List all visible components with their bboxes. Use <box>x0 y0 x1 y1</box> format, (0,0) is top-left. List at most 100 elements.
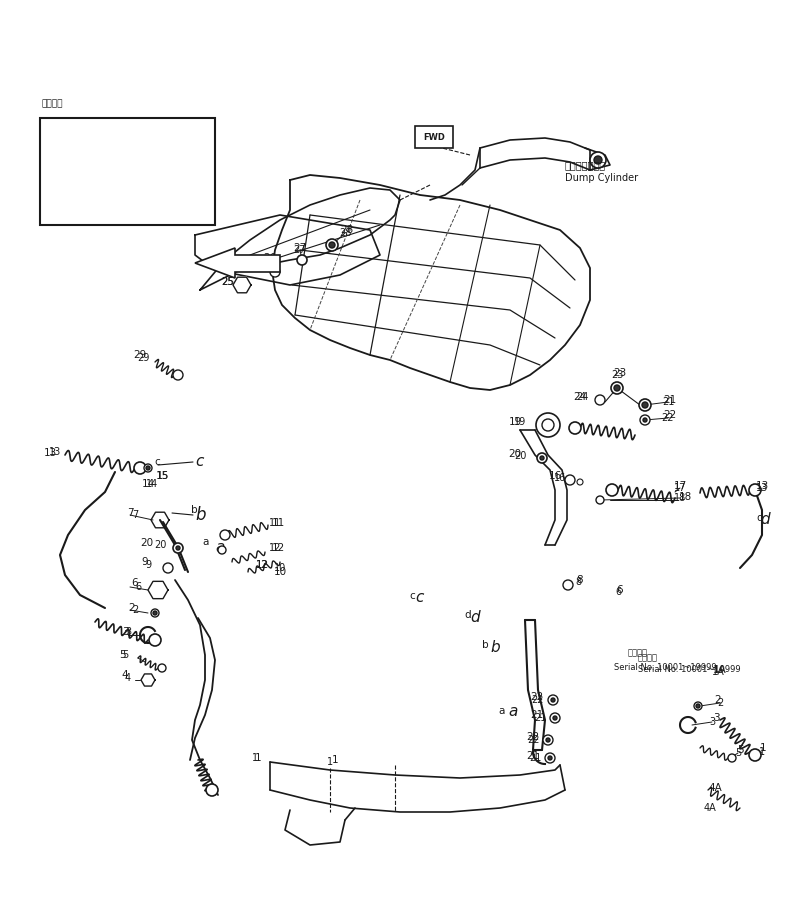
Text: c: c <box>415 590 423 606</box>
Text: 11: 11 <box>269 518 282 528</box>
Bar <box>415 126 453 148</box>
Text: 21: 21 <box>662 397 674 407</box>
Text: ダンプシリンダ: ダンプシリンダ <box>565 160 606 170</box>
Text: 1: 1 <box>252 753 258 763</box>
Circle shape <box>297 255 307 265</box>
Circle shape <box>87 180 103 196</box>
Circle shape <box>146 466 150 470</box>
Text: 1: 1 <box>331 755 339 765</box>
Circle shape <box>728 754 736 762</box>
Text: 18: 18 <box>678 492 691 502</box>
Text: 1: 1 <box>760 743 766 753</box>
Text: 8: 8 <box>577 575 584 585</box>
Circle shape <box>536 413 560 437</box>
Text: 10: 10 <box>274 563 286 573</box>
Circle shape <box>569 422 581 434</box>
Circle shape <box>270 267 280 277</box>
Text: 17: 17 <box>674 483 686 493</box>
Circle shape <box>614 385 620 391</box>
Text: b: b <box>490 641 500 655</box>
Circle shape <box>595 395 605 405</box>
Circle shape <box>643 418 647 422</box>
Bar <box>40 118 215 225</box>
Text: 20: 20 <box>508 449 522 459</box>
Text: 1A: 1A <box>711 667 724 677</box>
Text: a: a <box>499 706 505 716</box>
Text: 4A: 4A <box>708 783 722 793</box>
Text: 4A: 4A <box>703 803 716 813</box>
Circle shape <box>326 239 338 251</box>
Circle shape <box>163 563 173 573</box>
Circle shape <box>149 634 161 646</box>
Text: 13: 13 <box>44 448 56 458</box>
Circle shape <box>134 462 146 474</box>
Circle shape <box>548 695 558 705</box>
Text: 28: 28 <box>175 155 187 165</box>
Text: 25: 25 <box>46 205 58 215</box>
Text: 11: 11 <box>271 518 285 528</box>
Text: 18: 18 <box>674 493 686 503</box>
Circle shape <box>563 580 573 590</box>
Text: 5: 5 <box>122 650 128 660</box>
Text: 20: 20 <box>140 538 154 548</box>
Text: 15: 15 <box>157 471 169 481</box>
Polygon shape <box>141 674 155 686</box>
Circle shape <box>173 543 183 553</box>
Text: c: c <box>409 591 415 601</box>
Text: 9: 9 <box>142 557 148 567</box>
Text: 17: 17 <box>673 481 687 491</box>
Text: 適用番号: 適用番号 <box>42 99 63 108</box>
Text: 16: 16 <box>549 471 561 481</box>
Text: 5: 5 <box>737 745 743 755</box>
Text: 19: 19 <box>508 417 522 427</box>
Circle shape <box>115 178 125 188</box>
Text: 12: 12 <box>269 543 282 553</box>
Circle shape <box>642 402 648 408</box>
Text: b: b <box>481 640 488 650</box>
Text: 4: 4 <box>121 670 128 680</box>
Circle shape <box>218 546 226 554</box>
Circle shape <box>545 753 555 763</box>
Circle shape <box>158 664 166 672</box>
Text: 1: 1 <box>327 757 333 767</box>
Text: 6: 6 <box>135 582 141 592</box>
Text: 14: 14 <box>146 479 158 489</box>
Text: d: d <box>760 512 770 527</box>
Text: 26: 26 <box>78 170 90 180</box>
Text: 20: 20 <box>514 451 527 461</box>
Text: c: c <box>154 457 160 467</box>
Circle shape <box>749 484 761 496</box>
Text: d: d <box>470 610 480 626</box>
Text: 22: 22 <box>532 695 544 705</box>
Circle shape <box>542 419 554 431</box>
Circle shape <box>590 152 606 168</box>
Circle shape <box>144 464 152 472</box>
Text: d: d <box>757 513 764 523</box>
Text: 19: 19 <box>514 417 526 427</box>
Text: 28: 28 <box>104 165 117 175</box>
Text: 16: 16 <box>554 473 566 483</box>
Text: 2: 2 <box>714 695 722 705</box>
Text: 27: 27 <box>293 243 307 253</box>
Text: 24: 24 <box>573 392 587 402</box>
Text: 1A: 1A <box>713 665 727 675</box>
Text: 6: 6 <box>617 585 623 595</box>
Text: FWD: FWD <box>423 132 445 141</box>
Text: 適用番号: 適用番号 <box>638 653 658 662</box>
Text: 21: 21 <box>527 751 539 761</box>
Text: 22: 22 <box>661 413 674 423</box>
Text: 2: 2 <box>132 605 138 615</box>
Circle shape <box>118 181 122 185</box>
Circle shape <box>550 713 560 723</box>
Circle shape <box>91 184 99 192</box>
Circle shape <box>594 156 602 164</box>
Text: 22: 22 <box>527 735 539 745</box>
Text: 22: 22 <box>527 732 539 742</box>
Text: 23: 23 <box>613 368 626 378</box>
Circle shape <box>546 738 550 742</box>
Circle shape <box>153 611 157 615</box>
Circle shape <box>206 784 218 796</box>
Text: 5: 5 <box>119 650 125 660</box>
Circle shape <box>639 399 651 411</box>
Polygon shape <box>105 177 119 189</box>
